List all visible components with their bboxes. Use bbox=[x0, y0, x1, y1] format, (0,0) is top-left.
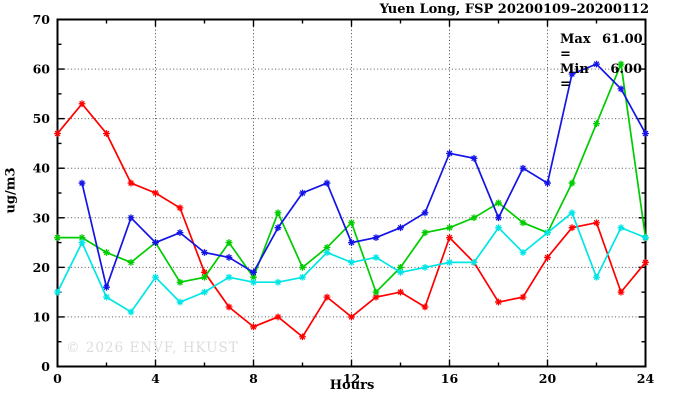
stats-min-row: Min = 6.00 bbox=[560, 62, 642, 92]
y-tick-label: 20 bbox=[33, 260, 51, 275]
x-tick-label: 12 bbox=[343, 371, 360, 386]
stats-max-label: Max = bbox=[560, 32, 591, 62]
watermark: © 2026 ENVF, HKUST bbox=[66, 340, 239, 356]
x-tick-label: 8 bbox=[249, 371, 258, 386]
y-tick-label: 40 bbox=[33, 161, 51, 176]
series-cyan-line-markers bbox=[54, 209, 649, 316]
y-tick-label: 0 bbox=[41, 359, 50, 374]
x-tick-label: 20 bbox=[539, 371, 557, 386]
y-axis-label: ug/m3 bbox=[3, 167, 19, 214]
series-green-line-markers bbox=[54, 60, 649, 296]
x-axis-label: Hours bbox=[329, 378, 375, 393]
x-tick-label: 16 bbox=[441, 371, 459, 386]
y-tick-label: 70 bbox=[33, 12, 51, 27]
y-tick-label: 10 bbox=[33, 309, 51, 324]
x-tick-label: 0 bbox=[53, 371, 62, 386]
y-tick-label: 60 bbox=[33, 62, 51, 77]
series-blue-line-markers bbox=[78, 60, 649, 291]
stats-max-row: Max = 61.00 bbox=[560, 32, 643, 62]
series-red-line-markers bbox=[54, 100, 649, 341]
chart-title: Yuen Long, FSP 20200109–20200112 bbox=[379, 2, 649, 17]
y-tick-label: 30 bbox=[33, 210, 51, 225]
x-tick-label: 4 bbox=[151, 371, 160, 386]
stats-max-value: 61.00 bbox=[602, 32, 643, 47]
x-tick-label: 24 bbox=[637, 371, 655, 386]
y-tick-label: 50 bbox=[33, 111, 51, 126]
stats-min-label: Min = bbox=[560, 62, 589, 92]
stats-box: Max = 61.00 Min = 6.00 bbox=[560, 32, 643, 92]
series-blue-line bbox=[81, 63, 647, 291]
stats-min-value: 6.00 bbox=[610, 62, 642, 77]
